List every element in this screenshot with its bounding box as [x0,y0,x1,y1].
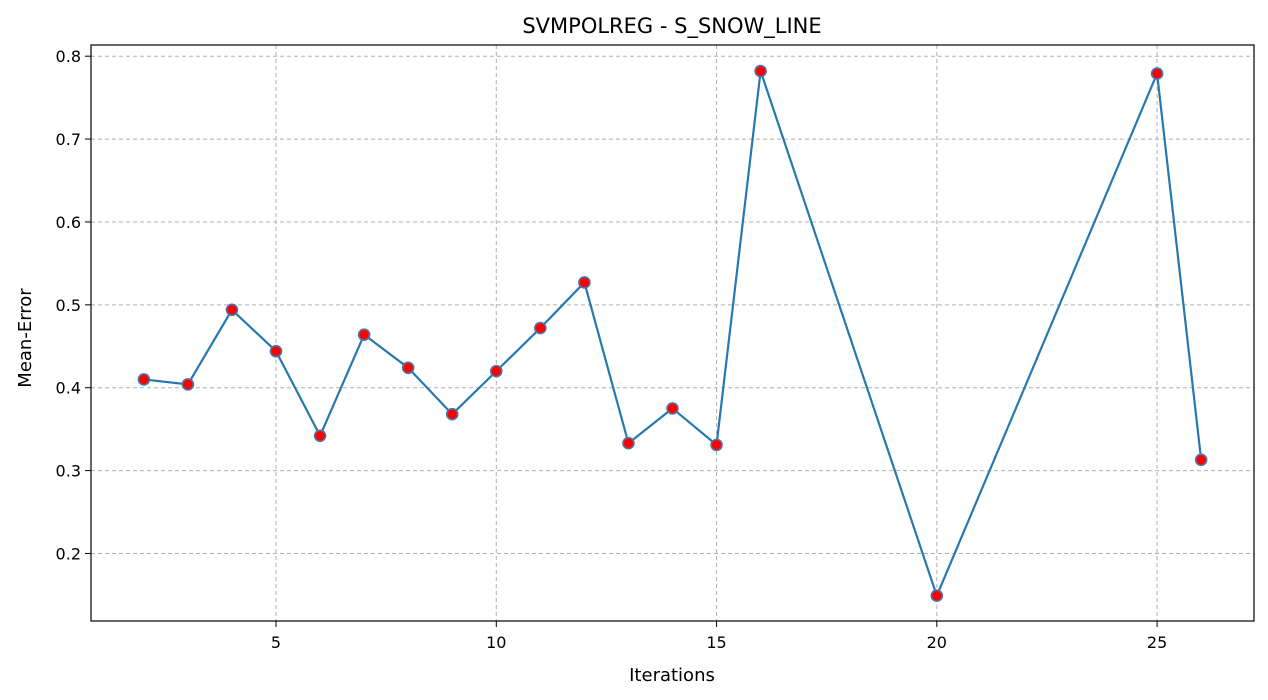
data-point [578,276,591,289]
x-tick-label: 5 [271,633,281,652]
data-point [534,321,547,335]
y-tick-label: 0.3 [56,462,81,481]
data-series [137,64,1208,603]
grid-lines [91,45,1254,621]
data-point [181,378,195,391]
x-tick-label: 15 [706,633,726,652]
x-tick-label: 20 [927,633,947,652]
data-point [313,429,327,443]
data-point [401,361,415,375]
series-line [143,70,1203,597]
x-tick-label: 25 [1147,633,1167,652]
y-tick-label: 0.5 [56,296,81,315]
data-point [666,402,679,415]
data-point [1150,67,1164,80]
x-tick-label: 10 [486,633,506,652]
y-axis-label: Mean-Error [15,288,36,388]
y-tick-label: 0.6 [56,213,81,232]
y-tick-label: 0.8 [56,47,81,66]
data-point [445,407,459,421]
data-point [269,344,283,358]
y-tick-label: 0.2 [56,544,81,563]
data-point [710,438,723,452]
data-point [622,436,635,450]
data-point [357,328,371,341]
data-point [137,373,151,386]
chart-title: SVMPOLREG - S_SNOW_LINE [522,14,821,39]
data-point [930,589,944,603]
y-tick-label: 0.4 [56,379,81,398]
plot-frame [90,44,1255,622]
x-axis-label: Iterations [629,665,715,686]
axis-ticks: 5 10 15 20 25 0.2 0.3 0.4 0.5 0.6 0.7 0.8 [56,47,1168,652]
y-tick-label: 0.7 [56,130,81,149]
data-point [489,364,503,378]
data-point [754,64,767,78]
data-point [225,303,239,317]
data-point [1194,453,1208,467]
